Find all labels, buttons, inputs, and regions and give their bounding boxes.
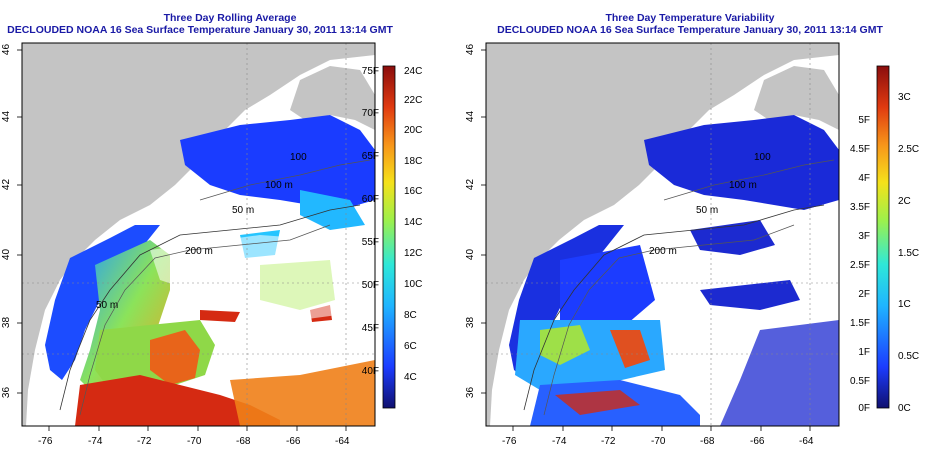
left-colorbar-f-label: 50F — [361, 280, 379, 291]
left-colorbar-c-label: 14C — [404, 217, 423, 228]
right-colorbar-f-label: 1.5F — [849, 318, 870, 329]
left-y-tick: 44 — [1, 110, 13, 123]
right-colorbar-f-label: 3.5F — [849, 202, 870, 213]
left-depth-label: 200 m — [185, 246, 213, 257]
left-colorbar-f-label: 45F — [361, 323, 379, 334]
left-depth-label: 50 m — [96, 300, 119, 311]
right-y-tick: 44 — [465, 110, 477, 123]
right-x-tick: -70 — [651, 436, 666, 447]
right-colorbar-c-label: 2.5C — [898, 144, 920, 155]
left-colorbar-c-label: 8C — [404, 310, 417, 321]
right-colorbar-f-label: 4.5F — [849, 144, 870, 155]
left-colorbar-c-label: 10C — [404, 279, 423, 290]
left-colorbar-c-label: 12C — [404, 248, 423, 259]
left-colorbar-f-label: 40F — [361, 366, 379, 377]
right-x-tick: -64 — [799, 436, 814, 447]
left-x-tick: -64 — [335, 436, 350, 447]
right-x-tick: -68 — [700, 436, 715, 447]
right-colorbar-f-label: 1F — [858, 347, 870, 358]
left-colorbar-c-label: 22C — [404, 95, 423, 106]
left-depth-label: 100 m — [265, 180, 293, 191]
right-colorbar-f-label: 5F — [858, 115, 870, 126]
right-y-tick: 46 — [465, 43, 477, 56]
right-x-tick: -76 — [502, 436, 517, 447]
right-colorbar-f-label: 2F — [858, 289, 870, 300]
left-x-tick: -68 — [236, 436, 251, 447]
right-x-tick: -66 — [750, 436, 765, 447]
right-depth-label: 100 m — [729, 180, 757, 191]
left-colorbar-f-label: 75F — [361, 66, 379, 77]
left-x-tick: -76 — [38, 436, 53, 447]
left-title-line2: DECLOUDED NOAA 16 Sea Surface Temperatur… — [7, 24, 393, 36]
left-title-line1: Three Day Rolling Average — [163, 12, 297, 24]
right-colorbar-c-label: 3C — [898, 92, 911, 103]
left-y-tick: 38 — [1, 316, 13, 329]
right-x-tick: -74 — [552, 436, 567, 447]
right-title-line2: DECLOUDED NOAA 16 Sea Surface Temperatur… — [497, 24, 883, 36]
right-colorbar-c-label: 2C — [898, 196, 911, 207]
left-y-tick: 42 — [1, 178, 13, 191]
left-colorbar-c-label: 16C — [404, 186, 423, 197]
left-x-tick: -72 — [137, 436, 152, 447]
left-colorbar-c-label: 20C — [404, 125, 423, 136]
left-colorbar-c-label: 18C — [404, 156, 423, 167]
left-colorbar-f-label: 60F — [361, 194, 379, 205]
left-y-tick: 36 — [1, 386, 13, 399]
left-x-tick: -70 — [187, 436, 202, 447]
right-colorbar-c-label: 1.5C — [898, 248, 920, 259]
right-colorbar-c-label: 0.5C — [898, 351, 920, 362]
left-colorbar-f-label: 55F — [361, 237, 379, 248]
left-x-tick: -74 — [88, 436, 103, 447]
left-depth-label: 50 m — [232, 205, 255, 216]
right-colorbar-f-label: 3F — [858, 231, 870, 242]
left-colorbar-c-label: 24C — [404, 66, 423, 77]
right-x-tick: -72 — [601, 436, 616, 447]
right-y-tick: 40 — [465, 248, 477, 261]
right-y-tick: 38 — [465, 316, 477, 329]
left-depth-label: 100 — [290, 152, 307, 163]
right-depth-label: 100 — [754, 152, 771, 163]
right-colorbar-f-label: 4F — [858, 173, 870, 184]
right-title-line1: Three Day Temperature Variability — [605, 12, 775, 24]
right-colorbar-f-label: 0.5F — [849, 376, 870, 387]
right-y-tick: 42 — [465, 178, 477, 191]
right-y-tick: 36 — [465, 386, 477, 399]
left-colorbar-f-label: 70F — [361, 108, 379, 119]
right-colorbar-c-label: 0C — [898, 403, 911, 414]
right-colorbar-f-label: 0F — [858, 403, 870, 414]
left-x-tick: -66 — [286, 436, 301, 447]
left-colorbar-c-label: 4C — [404, 372, 417, 383]
right-colorbar-f-label: 2.5F — [849, 260, 870, 271]
left-y-tick: 46 — [1, 43, 13, 56]
right-depth-label: 200 m — [649, 246, 677, 257]
right-depth-label: 50 m — [696, 205, 719, 216]
left-colorbar-c-label: 6C — [404, 341, 417, 352]
left-colorbar-f-label: 65F — [361, 151, 379, 162]
left-y-tick: 40 — [1, 248, 13, 261]
right-colorbar-c-label: 1C — [898, 299, 911, 310]
